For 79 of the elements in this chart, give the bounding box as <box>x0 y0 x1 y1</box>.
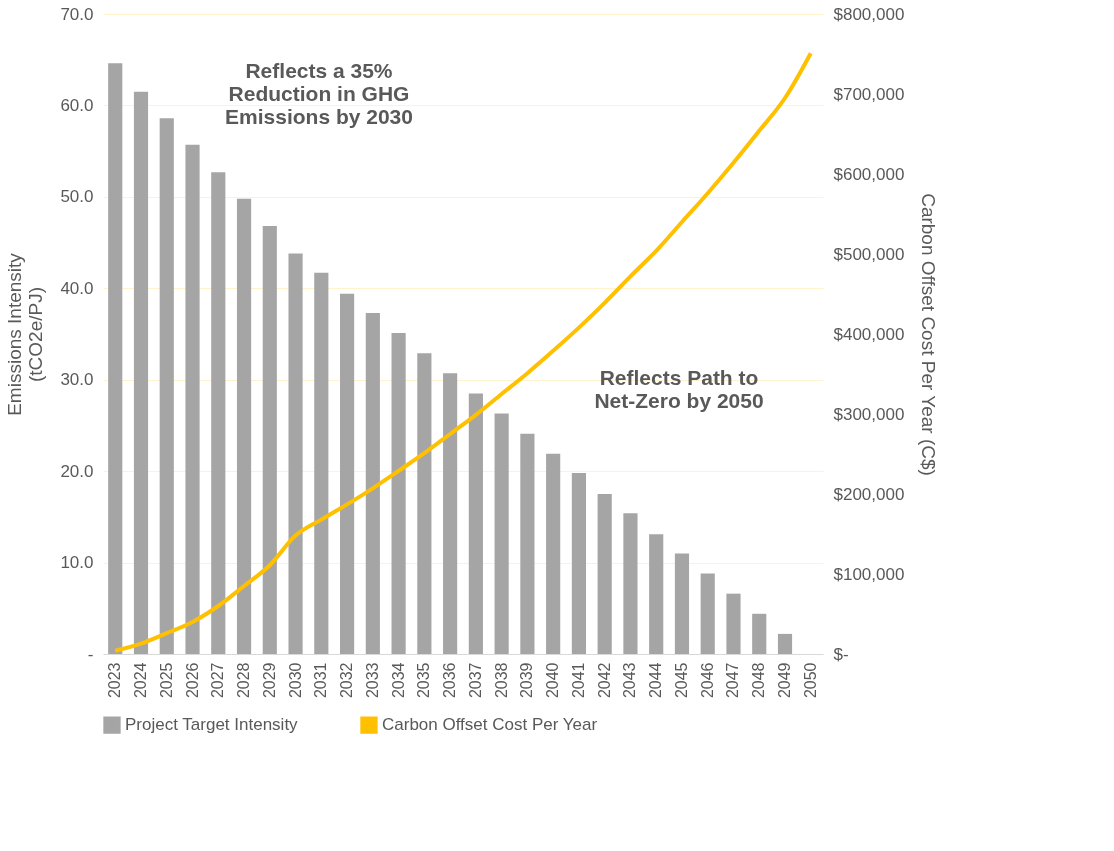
x-tick-label: 2045 <box>672 662 690 699</box>
y-tick-label: - <box>87 644 94 664</box>
bar <box>417 353 432 654</box>
annotation: Reflects a 35% Reduction in GHG Emissions by 2030 <box>225 58 413 128</box>
x-tick-label: 2028 <box>235 662 253 699</box>
x-tick-label: 2026 <box>183 662 201 699</box>
bar <box>339 293 355 654</box>
bar <box>365 312 380 654</box>
bar <box>520 433 535 654</box>
bar <box>288 253 303 654</box>
x-tick-label: 2050 <box>801 662 819 699</box>
bar <box>468 393 483 654</box>
y2-axis-title: Carbon Offset Cost Per Year (C$) <box>918 193 940 476</box>
x-tick-label: 2034 <box>389 662 407 699</box>
y2-tick-label: $600,000 <box>833 164 905 184</box>
y-tick-label: 20.0 <box>60 461 94 481</box>
y2-tick-label: $300,000 <box>833 404 905 424</box>
y2-tick-label: $500,000 <box>833 244 905 264</box>
y2-tick-label: $100,000 <box>833 564 905 584</box>
x-tick-label: 2023 <box>106 662 124 699</box>
x-tick-label: 2037 <box>466 662 484 699</box>
x-tick-label: 2035 <box>415 662 433 699</box>
x-tick-label: 2044 <box>647 662 665 699</box>
bar <box>546 453 561 654</box>
x-tick-label: 2049 <box>776 662 793 699</box>
bar <box>443 373 458 654</box>
bar <box>494 413 509 654</box>
legend-label: Carbon Offset Cost Per Year <box>382 715 598 735</box>
y-tick-label: 70.0 <box>60 4 94 24</box>
bar <box>777 633 793 654</box>
x-tick-label: 2031 <box>312 662 330 699</box>
y2-tick-label: $400,000 <box>833 324 905 344</box>
annotation: Reflects Path to Net-Zero by 2050 <box>594 365 764 412</box>
bar <box>674 553 690 654</box>
bar <box>700 573 715 654</box>
bar <box>262 226 277 654</box>
bar <box>597 494 612 654</box>
bar <box>159 118 174 654</box>
bar <box>236 198 252 654</box>
x-tick-label: 2043 <box>621 662 639 699</box>
bar <box>623 513 638 654</box>
x-tick-label: 2038 <box>492 662 510 699</box>
bar <box>314 272 329 654</box>
x-tick-label: 2029 <box>260 662 278 699</box>
line-series <box>113 51 813 653</box>
x-tick-label: 2039 <box>518 662 536 699</box>
bar <box>211 172 226 654</box>
x-tick-label: 2024 <box>132 662 149 699</box>
bar <box>726 593 741 654</box>
y-tick-label: 50.0 <box>60 187 94 207</box>
x-tick-label: 2048 <box>750 662 768 699</box>
bar <box>185 144 200 654</box>
legend-label: Project Target Intensity <box>125 715 299 735</box>
x-tick-label: 2027 <box>209 662 227 699</box>
y2-tick-label: $200,000 <box>833 484 905 504</box>
bar <box>391 333 406 654</box>
y-tick-label: 60.0 <box>60 95 94 115</box>
x-tick-label: 2040 <box>544 662 562 699</box>
bar <box>571 472 587 654</box>
x-tick-label: 2032 <box>338 662 356 699</box>
y2-tick-label: $700,000 <box>833 84 905 104</box>
x-tick-label: 2025 <box>157 662 175 699</box>
bar <box>133 91 149 654</box>
x-tick-label: 2042 <box>595 662 613 699</box>
x-tick-label: 2036 <box>441 662 459 699</box>
x-tick-label: 2047 <box>724 662 742 699</box>
bar <box>752 613 767 654</box>
x-tick-label: 2046 <box>698 662 716 699</box>
bar <box>108 63 123 654</box>
y-axis-title: Emissions Intensity (tCO2e/PJ) <box>4 252 47 416</box>
x-tick-label: 2041 <box>569 662 587 699</box>
y-tick-label: 10.0 <box>60 553 94 573</box>
x-tick-label: 2030 <box>286 662 304 699</box>
bar <box>649 534 664 654</box>
y2-tick-label: $- <box>833 644 849 664</box>
y-tick-label: 40.0 <box>60 278 94 298</box>
x-tick-label: 2033 <box>363 662 381 699</box>
y2-tick-label: $800,000 <box>833 4 905 24</box>
y-tick-label: 30.0 <box>60 370 94 390</box>
